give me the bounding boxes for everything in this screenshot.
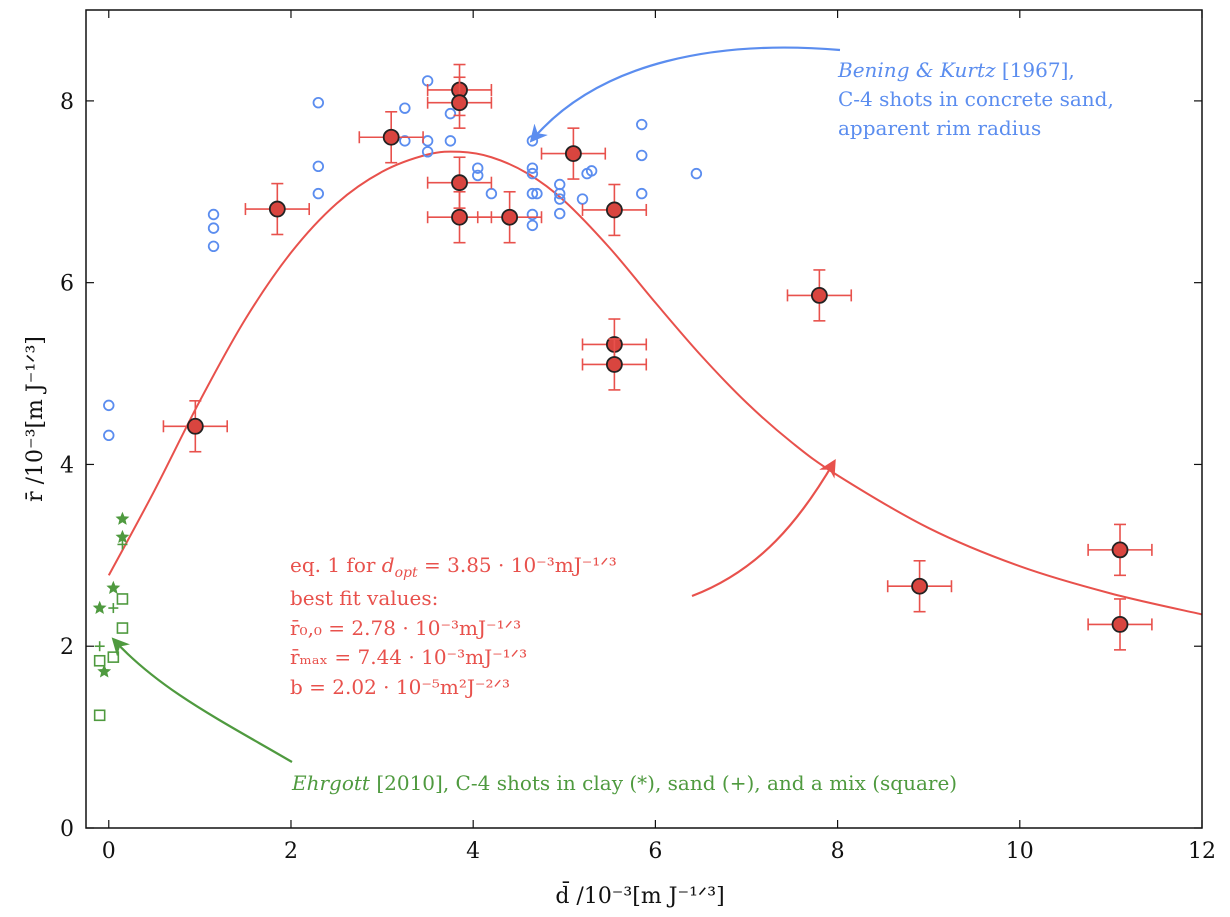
plot-frame	[85, 9, 1203, 829]
blue-data-point	[103, 429, 115, 442]
blue-data-point	[399, 102, 411, 114]
red-annotation-line5: b = 2.02 · 10⁻⁵m²J⁻²ᐟ³	[290, 675, 510, 699]
red-data-point	[268, 200, 286, 218]
x-tick-label: 10	[1006, 839, 1034, 864]
red-data-point	[501, 208, 519, 226]
y-tick-label: 4	[60, 453, 74, 478]
blue-data-point	[526, 167, 539, 180]
green-annotation-rest: [2010], C-4 shots in clay (*), sand (+),…	[370, 771, 957, 795]
axis-ticks: 0 2 4 6 8 10 12 0 2 4 6 8	[60, 10, 1216, 864]
green-square-point	[116, 593, 129, 605]
blue-data-point	[526, 208, 539, 221]
fit-curve	[107, 150, 1203, 616]
blue-data-point	[554, 207, 566, 220]
fit-curve-group	[107, 150, 1203, 616]
blue-data-point	[421, 135, 434, 147]
green-star-point	[115, 511, 130, 525]
red-data-point	[451, 174, 468, 192]
blue-data-point	[207, 240, 220, 253]
blue-annotation-line1-italic: Bening & Kurtz	[837, 58, 996, 82]
x-tick-label: 6	[648, 839, 662, 864]
y-tick-label: 2	[60, 635, 74, 660]
blue-data-point	[526, 135, 539, 147]
x-tick-label: 4	[466, 839, 480, 864]
blue-data-point	[554, 187, 566, 200]
red-data-point	[1111, 541, 1129, 559]
x-axis-label: d̄ /10⁻³[m J⁻¹ᐟ³]	[555, 881, 724, 909]
red-data-point	[810, 286, 828, 304]
blue-data-point	[103, 399, 115, 412]
blue-data-point	[485, 187, 498, 200]
blue-annotation: Bening & Kurtz [1967],	[837, 58, 1075, 82]
red-annotation-line3: r̄₀,₀ = 2.78 · 10⁻³mJ⁻¹ᐟ³	[290, 616, 521, 640]
green-square-point	[93, 654, 106, 667]
y-tick-label: 8	[60, 90, 74, 115]
blue-data-point	[312, 187, 325, 200]
blue-data-point	[526, 162, 539, 174]
red-data-point	[605, 201, 623, 219]
green-star-point	[92, 600, 107, 614]
green-annotation-italic: Ehrgott	[291, 771, 371, 795]
blue-annotation-line2: C-4 shots in concrete sand,	[838, 87, 1114, 111]
x-tick-label: 8	[831, 839, 845, 864]
blue-data-point	[207, 222, 220, 234]
green-square-point	[116, 622, 129, 634]
x-tick-label: 12	[1188, 839, 1216, 864]
green-annotation: Ehrgott [2010], C-4 shots in clay (*), s…	[291, 771, 957, 795]
blue-data-point	[207, 208, 220, 221]
blue-data-point	[554, 178, 566, 191]
red-data-point	[911, 577, 928, 595]
red-annotation-line4: r̄ₘₐₓ = 7.44 · 10⁻³mJ⁻¹ᐟ³	[290, 645, 527, 669]
y-tick-label: 0	[60, 817, 74, 842]
blue-data-point	[444, 135, 457, 147]
red-data-point	[564, 145, 582, 163]
red-annotation-line2: best fit values:	[290, 586, 438, 610]
blue-data-point	[531, 187, 543, 200]
red-annotation-line1-value: = 3.85 · 10⁻³mJ⁻¹ᐟ³	[418, 553, 617, 577]
green-annotation-arrow	[111, 637, 293, 763]
blue-data-point	[312, 97, 325, 109]
blue-annotation-line3: apparent rim radius	[838, 116, 1041, 140]
blue-data-point	[636, 149, 648, 162]
red-data-point	[186, 417, 204, 435]
blue-data-point	[636, 187, 648, 200]
green-star-point	[106, 580, 121, 594]
blue-data-point	[690, 167, 703, 180]
blue-data-point	[576, 193, 589, 205]
blue-data-point	[526, 219, 539, 232]
red-data-point	[1111, 616, 1129, 633]
green-square-point	[93, 709, 106, 722]
blue-data-point	[585, 165, 598, 177]
red-annotation-line1-var: d	[382, 553, 395, 577]
green-star-point	[97, 664, 112, 678]
red-annotation-line1-sub: opt	[395, 565, 418, 581]
red-annotation-arrow	[691, 458, 836, 598]
x-tick-label: 0	[102, 839, 116, 864]
data-points	[92, 63, 1153, 722]
green-square-point	[107, 651, 120, 663]
y-tick-label: 6	[60, 272, 74, 297]
red-annotation-line1-prefix: eq. 1 for	[290, 553, 382, 577]
red-data-point	[451, 94, 468, 112]
blue-data-point	[472, 169, 484, 182]
blue-data-point	[554, 193, 566, 205]
blue-annotation-line1-rest: [1967],	[996, 58, 1075, 82]
red-data-point	[451, 208, 468, 226]
blue-data-point	[421, 146, 434, 158]
blue-data-point	[472, 162, 484, 174]
blue-data-point	[526, 187, 539, 200]
blue-data-point	[399, 135, 411, 147]
blue-data-point	[636, 118, 648, 131]
blue-data-point	[312, 160, 325, 173]
red-annotation-line1: eq. 1 for dopt = 3.85 · 10⁻³mJ⁻¹ᐟ³	[290, 553, 617, 581]
red-data-point	[382, 128, 400, 146]
red-data-point	[605, 356, 623, 373]
y-axis-label: r̄ /10⁻³[m J⁻¹ᐟ³]	[23, 336, 48, 502]
blue-annotation-arrow	[529, 46, 841, 143]
blue-data-point	[444, 107, 457, 120]
x-tick-label: 2	[284, 839, 298, 864]
